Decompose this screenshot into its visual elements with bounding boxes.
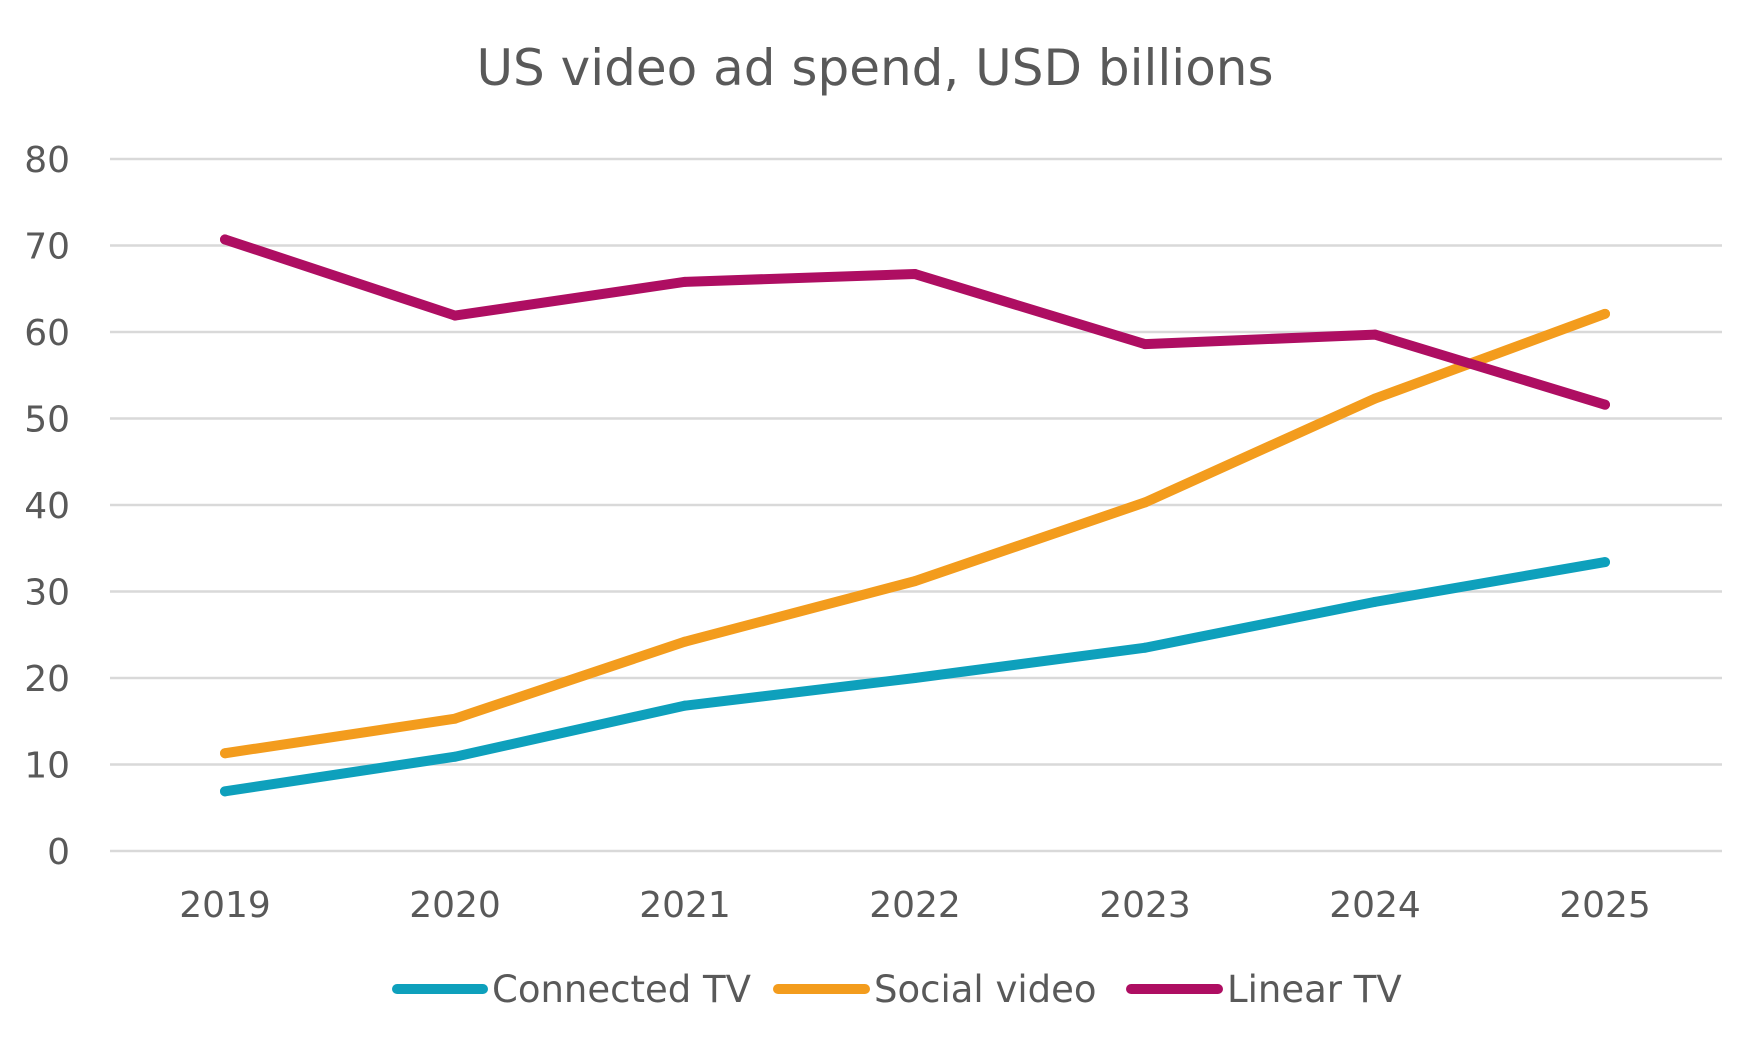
data-point-connected-tv: [1140, 642, 1150, 653]
data-point-linear-tv: [450, 310, 460, 321]
x-tick-label: 2022: [869, 885, 961, 926]
data-point-connected-tv: [450, 751, 460, 762]
legend-label-connected-tv: Connected TV: [492, 968, 751, 1011]
data-point-social-video: [1370, 393, 1380, 404]
data-point-linear-tv: [220, 234, 230, 245]
data-point-connected-tv: [220, 786, 230, 797]
x-axis: 2019 2020 2021 2022 2023 2024 2025: [179, 885, 1651, 926]
legend-item-linear-tv: Linear TV: [1126, 968, 1402, 1011]
legend-item-connected-tv: Connected TV: [392, 968, 751, 1011]
data-point-connected-tv: [1600, 557, 1610, 568]
data-point-social-video: [220, 748, 230, 759]
data-point-linear-tv: [1370, 329, 1380, 340]
x-tick-label: 2019: [179, 885, 271, 926]
data-point-social-video: [680, 636, 690, 647]
y-tick-label: 60: [24, 313, 70, 354]
y-axis: 0 10 20 30 40 50 60 70 80: [24, 140, 70, 873]
data-point-linear-tv: [680, 276, 690, 287]
y-tick-label: 80: [24, 140, 70, 181]
data-point-linear-tv: [910, 269, 920, 280]
data-point-social-video: [1600, 308, 1610, 319]
y-tick-label: 40: [24, 486, 70, 527]
gridlines: [110, 157, 1722, 853]
x-tick-label: 2025: [1559, 885, 1651, 926]
series-line-social-video: [220, 308, 1610, 759]
x-tick-label: 2020: [409, 885, 501, 926]
x-tick-label: 2024: [1329, 885, 1421, 926]
legend: Connected TV Social video Linear TV: [392, 968, 1402, 1011]
legend-label-social-video: Social video: [874, 968, 1097, 1011]
y-tick-label: 70: [24, 227, 70, 268]
data-point-social-video: [910, 576, 920, 587]
data-point-social-video: [450, 713, 460, 724]
series-line-linear-tv: [220, 234, 1610, 410]
data-point-social-video: [1140, 497, 1150, 508]
x-tick-label: 2023: [1099, 885, 1191, 926]
legend-label-linear-tv: Linear TV: [1227, 968, 1402, 1011]
series-lines: [220, 234, 1610, 797]
y-tick-label: 10: [24, 746, 70, 787]
y-tick-label: 0: [47, 832, 70, 873]
y-tick-label: 50: [24, 400, 70, 441]
data-point-connected-tv: [680, 700, 690, 711]
x-tick-label: 2021: [639, 885, 731, 926]
data-point-connected-tv: [910, 673, 920, 683]
chart-title: US video ad spend, USD billions: [476, 39, 1273, 97]
data-point-linear-tv: [1140, 339, 1150, 350]
y-tick-label: 30: [24, 573, 70, 614]
data-point-linear-tv: [1600, 399, 1610, 410]
legend-item-social-video: Social video: [773, 968, 1097, 1011]
data-point-connected-tv: [1370, 596, 1380, 607]
y-tick-label: 20: [24, 659, 70, 700]
